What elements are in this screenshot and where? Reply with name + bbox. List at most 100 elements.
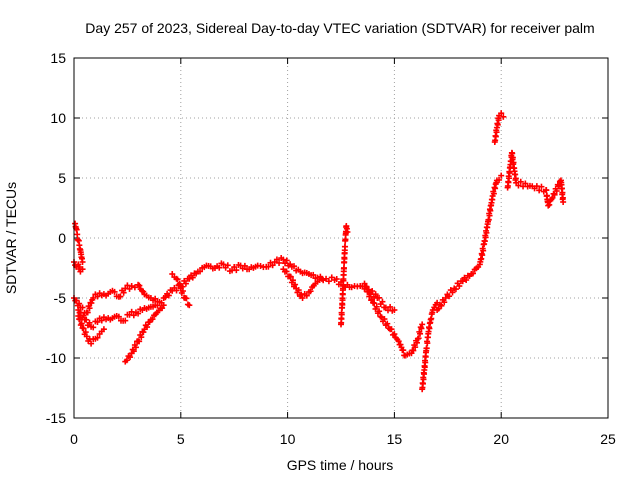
data-point [154, 302, 161, 309]
data-point [160, 302, 167, 309]
data-point [536, 187, 543, 194]
data-point [560, 199, 567, 205]
data-point [340, 277, 347, 284]
data-point [76, 300, 83, 307]
data-point [550, 190, 557, 197]
data-point [463, 277, 470, 284]
x-tick-label: 5 [177, 431, 185, 447]
data-point [441, 299, 448, 306]
data-point [173, 287, 180, 294]
data-point [224, 262, 231, 269]
axis-ticks: 0 5 10 15 20 25 -15 -10 -5 0 5 10 15 [46, 50, 616, 447]
data-point [265, 263, 272, 270]
data-point [291, 263, 298, 270]
data-point [283, 257, 290, 264]
data-point [538, 183, 545, 190]
y-axis-label: SDTVAR / TECUs [3, 182, 19, 294]
data-point [90, 324, 97, 331]
data-point [231, 264, 238, 271]
data-point [132, 344, 139, 351]
data-point [412, 344, 419, 351]
data-point [318, 275, 325, 282]
data-point [197, 268, 204, 275]
data-point [183, 295, 190, 302]
data-point [257, 263, 264, 270]
data-point [149, 316, 156, 323]
data-point [83, 316, 90, 323]
data-point [376, 294, 383, 301]
data-point [75, 313, 82, 319]
data-point [74, 231, 81, 238]
y-tick-label: 10 [50, 110, 66, 126]
data-point [498, 172, 505, 179]
data-point [98, 317, 105, 324]
data-point [496, 176, 503, 183]
data-point [233, 267, 240, 274]
data-point [515, 182, 522, 189]
data-point [144, 324, 151, 331]
data-point [165, 292, 172, 299]
data-point [410, 347, 417, 354]
data-point [122, 317, 129, 324]
data-point [80, 312, 87, 319]
data-point [376, 308, 383, 315]
data-point [340, 282, 347, 289]
data-point [344, 229, 351, 235]
data-point [292, 281, 299, 288]
data-point [348, 284, 355, 291]
data-point [77, 309, 84, 316]
data-point [333, 276, 340, 283]
data-point [138, 334, 145, 341]
data-point [80, 325, 87, 332]
data-point [276, 259, 283, 266]
data-point [79, 259, 86, 265]
data-point [289, 277, 296, 284]
data-point [517, 178, 524, 185]
x-tick-label: 25 [600, 431, 616, 447]
data-point [438, 302, 445, 309]
data-point [130, 348, 137, 355]
x-tick-label: 0 [70, 431, 78, 447]
data-point [128, 283, 135, 289]
data-point [456, 283, 463, 290]
data-point [216, 264, 223, 271]
data-point [424, 340, 431, 347]
data-point [522, 180, 529, 187]
data-point [452, 286, 459, 293]
data-point [391, 331, 398, 338]
data-point [506, 170, 513, 177]
data-point [435, 305, 442, 312]
data-point [365, 287, 372, 294]
data-point [506, 175, 513, 182]
data-point [510, 159, 517, 166]
data-point [371, 300, 378, 307]
data-point [123, 357, 130, 364]
data-point [391, 307, 398, 313]
data-point [299, 295, 306, 301]
x-axis-label: GPS time / hours [287, 457, 394, 473]
data-point [82, 329, 89, 336]
x-tick-label: 10 [280, 431, 296, 447]
data-point [325, 278, 332, 285]
data-point [189, 274, 196, 281]
data-point [162, 294, 169, 301]
data-point [426, 325, 433, 332]
data-point [140, 329, 147, 336]
data-point [388, 326, 395, 333]
data-point [559, 189, 566, 196]
y-tick-label: 15 [50, 50, 66, 66]
data-point [131, 284, 138, 291]
data-point [483, 229, 490, 236]
data-point [174, 276, 181, 283]
data-point [273, 256, 280, 263]
y-tick-label: -15 [46, 410, 66, 426]
data-point [551, 191, 558, 198]
data-point [86, 319, 93, 326]
data-point [546, 201, 553, 208]
data-point [310, 271, 317, 278]
data-point [487, 207, 494, 214]
plot-frame [73, 57, 609, 419]
data-point [553, 187, 560, 194]
data-point [367, 291, 374, 298]
